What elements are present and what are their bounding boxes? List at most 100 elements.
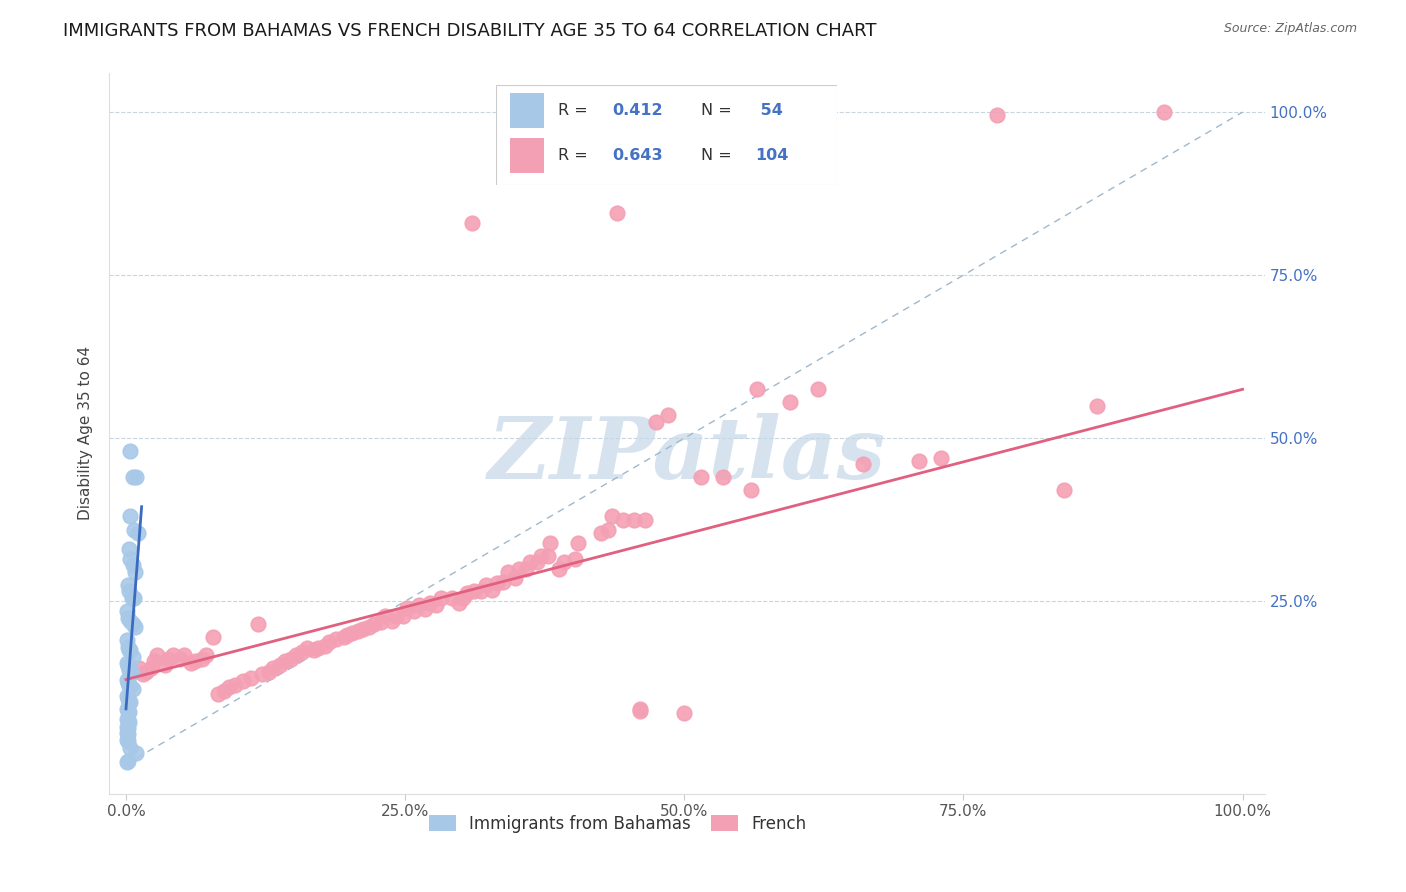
Point [117, 727, 139, 741]
Point [118, 695, 141, 709]
Point [419, 596, 441, 610]
Point [232, 673, 254, 688]
Point [463, 584, 485, 599]
Point [600, 509, 623, 524]
Point [711, 470, 734, 484]
Point [207, 687, 229, 701]
Point [120, 552, 142, 566]
Point [623, 513, 645, 527]
Point [284, 648, 307, 662]
Point [745, 382, 768, 396]
Point [121, 666, 143, 681]
Point [120, 614, 142, 628]
Point [121, 649, 143, 664]
Point [370, 615, 392, 629]
Point [474, 578, 496, 592]
Point [128, 661, 150, 675]
Point [564, 552, 586, 566]
Point [117, 692, 139, 706]
Point [153, 658, 176, 673]
Point [440, 591, 463, 605]
Point [634, 513, 657, 527]
Point [124, 565, 146, 579]
Point [295, 641, 318, 656]
Point [392, 608, 415, 623]
Point [538, 535, 561, 549]
Point [307, 641, 329, 656]
Point [492, 574, 515, 589]
Point [359, 620, 381, 634]
Point [537, 549, 560, 563]
Point [430, 591, 453, 605]
Point [302, 643, 325, 657]
Point [120, 679, 142, 693]
Point [122, 523, 145, 537]
Point [115, 633, 138, 648]
Text: Source: ZipAtlas.com: Source: ZipAtlas.com [1223, 22, 1357, 36]
Point [325, 632, 347, 646]
Point [117, 675, 139, 690]
Point [191, 651, 214, 665]
Point [396, 600, 419, 615]
Point [269, 658, 291, 673]
Point [115, 732, 138, 747]
Point [118, 542, 141, 557]
Point [456, 586, 478, 600]
Point [589, 525, 612, 540]
Point [125, 470, 148, 484]
Point [526, 555, 548, 569]
Text: IMMIGRANTS FROM BAHAMAS VS FRENCH DISABILITY AGE 35 TO 64 CORRELATION CHART: IMMIGRANTS FROM BAHAMAS VS FRENCH DISABI… [63, 22, 877, 40]
Point [548, 562, 571, 576]
Point [340, 625, 363, 640]
Point [363, 617, 385, 632]
Point [447, 596, 470, 610]
Point [117, 713, 139, 727]
Point [929, 450, 952, 465]
Point [612, 513, 634, 527]
Point [120, 509, 142, 524]
Point [515, 562, 537, 576]
Y-axis label: Disability Age 35 to 64: Disability Age 35 to 64 [79, 346, 93, 520]
Point [273, 654, 295, 668]
Point [169, 651, 191, 665]
Point [115, 726, 138, 740]
Point [374, 608, 396, 623]
Point [118, 714, 141, 729]
Point [118, 679, 141, 693]
Point [1153, 105, 1175, 120]
Point [195, 648, 218, 662]
Point [673, 706, 696, 721]
Point [257, 665, 280, 679]
Point [139, 661, 162, 675]
Point [135, 665, 157, 679]
Point [986, 108, 1008, 122]
Point [121, 558, 143, 573]
Point [115, 689, 138, 703]
Point [180, 657, 202, 671]
Point [118, 705, 141, 719]
Point [202, 630, 225, 644]
Point [413, 602, 436, 616]
Point [127, 525, 149, 540]
Point [553, 555, 575, 569]
Point [117, 722, 139, 736]
Point [381, 614, 404, 628]
Point [567, 535, 589, 549]
Legend: Immigrants from Bahamas, French: Immigrants from Bahamas, French [423, 808, 813, 839]
Point [117, 754, 139, 768]
Point [121, 617, 143, 632]
Point [470, 584, 492, 599]
Point [118, 663, 141, 677]
Point [657, 409, 679, 423]
Point [336, 628, 359, 642]
Point [115, 702, 138, 716]
Point [496, 565, 519, 579]
Point [262, 661, 284, 675]
Point [461, 216, 484, 230]
Point [121, 470, 143, 484]
Point [125, 746, 148, 760]
Point [121, 591, 143, 605]
Point [385, 608, 408, 623]
Point [117, 640, 139, 654]
Text: ZIPatlas: ZIPatlas [488, 413, 886, 497]
